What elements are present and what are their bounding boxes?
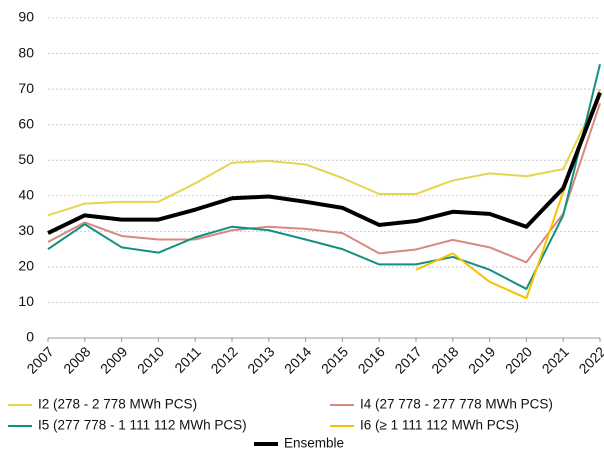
y-tick-label: 20	[18, 258, 34, 274]
y-tick-label: 90	[18, 9, 34, 25]
x-tick-label: 2021	[539, 343, 572, 376]
y-tick-label: 70	[18, 80, 34, 96]
legend-label: I5 (277 778 - 1 111 112 MWh PCS)	[38, 418, 247, 433]
y-tick-label: 40	[18, 186, 34, 202]
x-tick-label: 2022	[575, 343, 604, 376]
y-tick-label: 60	[18, 115, 34, 131]
x-tick-label: 2018	[428, 343, 461, 376]
y-tick-label: 30	[18, 222, 34, 238]
series-line	[47, 103, 601, 264]
legend-label: Ensemble	[284, 436, 344, 450]
legend-label: I6 (≥ 1 111 112 MWh PCS)	[360, 418, 519, 433]
y-tick-label: 0	[26, 329, 34, 345]
x-tick-label: 2016	[355, 343, 388, 376]
x-tick-label: 2010	[134, 343, 167, 376]
series-line	[47, 91, 602, 235]
x-tick-label: 2011	[171, 343, 204, 376]
x-tick-label: 2014	[281, 343, 314, 376]
series-line	[47, 63, 601, 290]
x-tick-label: 2013	[244, 343, 277, 376]
x-tick-label: 2015	[318, 343, 351, 376]
x-tick-label: 2009	[97, 343, 130, 376]
x-tick-label: 2017	[391, 343, 424, 376]
x-tick-label: 2008	[60, 343, 93, 376]
legend-label: I2 (278 - 2 778 MWh PCS)	[38, 397, 197, 412]
x-tick-label: 2019	[465, 343, 498, 376]
x-tick-label: 2020	[502, 343, 535, 376]
x-tick-label: 2007	[23, 343, 56, 376]
y-tick-label: 50	[18, 151, 34, 167]
series-line	[47, 92, 601, 217]
legend-label: I4 (27 778 - 277 778 MWh PCS)	[360, 397, 553, 412]
x-tick-label: 2012	[207, 343, 240, 376]
y-tick-label: 10	[18, 293, 34, 309]
y-tick-label: 80	[18, 44, 34, 60]
legend: I2 (278 - 2 778 MWh PCS) I4 (27 778 - 277…	[8, 397, 553, 450]
